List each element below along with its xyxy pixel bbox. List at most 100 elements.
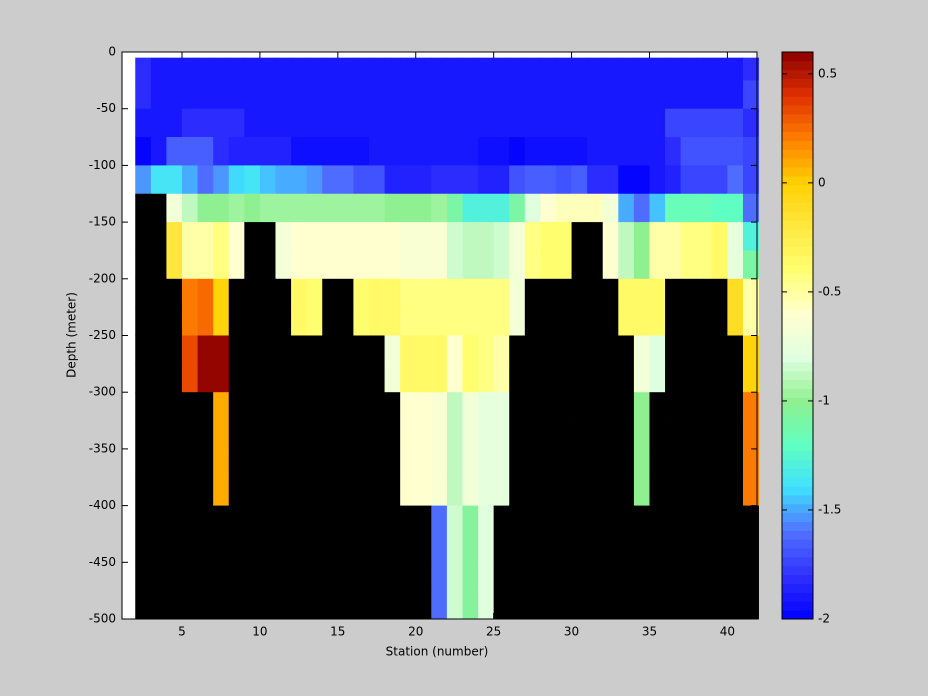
- no-data-cell: [384, 590, 401, 620]
- cell: [711, 57, 728, 81]
- no-data-cell: [680, 392, 697, 421]
- cell: [384, 278, 401, 308]
- no-data-cell: [633, 505, 650, 535]
- cell: [602, 250, 619, 280]
- no-data-cell: [618, 505, 635, 535]
- cell: [431, 222, 448, 251]
- cell: [431, 590, 448, 620]
- cell: [166, 137, 183, 166]
- no-data-cell: [555, 590, 572, 620]
- no-data-cell: [524, 505, 541, 535]
- no-data-cell: [540, 420, 557, 450]
- cell: [540, 108, 557, 138]
- cell: [742, 278, 759, 308]
- cell: [509, 222, 526, 251]
- no-data-cell: [649, 562, 666, 592]
- cell: [742, 363, 759, 393]
- no-data-cell: [711, 307, 728, 336]
- y-tick-label: -150: [89, 215, 116, 229]
- cell: [446, 307, 463, 336]
- no-data-cell: [509, 533, 526, 563]
- no-data-cell: [135, 335, 152, 365]
- cell: [446, 477, 463, 506]
- colorbar-level: [782, 211, 813, 221]
- cell: [135, 108, 152, 138]
- no-data-cell: [524, 420, 541, 450]
- cell: [742, 108, 759, 138]
- no-data-cell: [275, 533, 292, 563]
- cell: [275, 57, 292, 81]
- no-data-cell: [259, 505, 276, 535]
- cell: [478, 448, 495, 478]
- cell: [478, 137, 495, 166]
- cell: [384, 250, 401, 280]
- cell: [353, 278, 370, 308]
- cell: [228, 80, 245, 110]
- cell: [415, 363, 432, 393]
- cell: [181, 222, 198, 251]
- colorbar-level: [782, 167, 813, 177]
- cell: [509, 80, 526, 110]
- no-data-cell: [244, 477, 261, 506]
- no-data-cell: [727, 335, 744, 365]
- cell: [244, 57, 261, 81]
- cell: [742, 335, 759, 365]
- cell: [462, 477, 479, 506]
- no-data-cell: [150, 562, 167, 592]
- no-data-cell: [509, 477, 526, 506]
- cell: [353, 222, 370, 251]
- cell: [213, 222, 230, 251]
- cell: [633, 448, 650, 478]
- cell: [571, 80, 588, 110]
- cell: [213, 363, 230, 393]
- cell: [493, 448, 510, 478]
- cell: [524, 80, 541, 110]
- colorbar-level: [782, 291, 813, 301]
- no-data-cell: [259, 363, 276, 393]
- no-data-cell: [618, 562, 635, 592]
- cell: [353, 57, 370, 81]
- no-data-cell: [602, 477, 619, 506]
- no-data-cell: [587, 278, 604, 308]
- cell: [400, 137, 417, 166]
- cell: [181, 137, 198, 166]
- no-data-cell: [680, 420, 697, 450]
- cell: [166, 193, 183, 223]
- no-data-cell: [571, 278, 588, 308]
- cell: [540, 222, 557, 251]
- cell: [649, 137, 666, 166]
- no-data-cell: [135, 278, 152, 308]
- cell: [415, 108, 432, 138]
- cell: [368, 222, 385, 251]
- cell: [727, 137, 744, 166]
- colorbar-level: [782, 397, 813, 407]
- no-data-cell: [649, 533, 666, 563]
- colorbar-level: [782, 441, 813, 452]
- no-data-cell: [727, 505, 744, 535]
- no-data-cell: [197, 562, 214, 592]
- colorbar-level: [782, 610, 813, 620]
- no-data-cell: [680, 278, 697, 308]
- no-data-cell: [275, 335, 292, 365]
- colorbar-level: [782, 521, 813, 531]
- no-data-cell: [571, 420, 588, 450]
- no-data-cell: [571, 307, 588, 336]
- no-data-cell: [618, 392, 635, 421]
- no-data-cell: [322, 420, 339, 450]
- cell: [322, 165, 339, 195]
- no-data-cell: [197, 392, 214, 421]
- cell: [400, 278, 417, 308]
- x-axis-label: Station (number): [386, 645, 489, 659]
- cell: [181, 363, 198, 393]
- no-data-cell: [555, 477, 572, 506]
- colorbar-level: [782, 87, 813, 97]
- no-data-cell: [711, 505, 728, 535]
- cell: [524, 250, 541, 280]
- cell: [462, 137, 479, 166]
- no-data-cell: [400, 533, 417, 563]
- no-data-cell: [368, 505, 385, 535]
- cell: [415, 250, 432, 280]
- no-data-cell: [353, 392, 370, 421]
- no-data-cell: [711, 533, 728, 563]
- cell: [649, 307, 666, 336]
